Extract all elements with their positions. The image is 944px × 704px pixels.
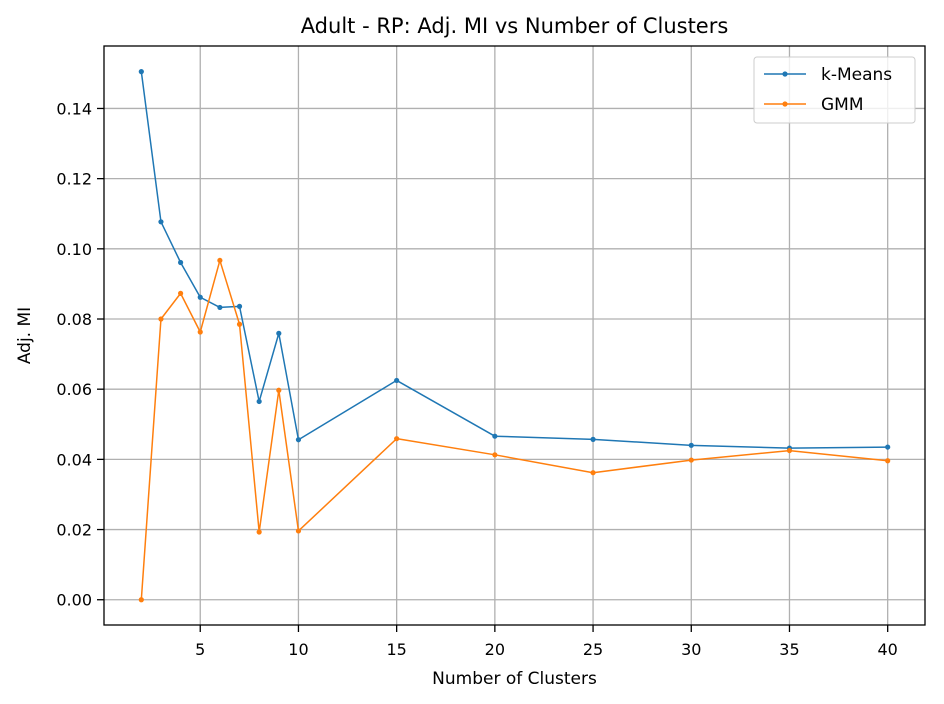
data-point-gmm: [786, 447, 793, 454]
plot-area: [104, 46, 925, 625]
series-layer: [138, 69, 891, 603]
data-point-gmm: [295, 528, 302, 534]
data-point-gmm: [394, 436, 400, 442]
x-tick-label: 5: [195, 640, 205, 659]
y-tick-label: 0.02: [56, 521, 92, 540]
y-axis-ticks: 0.00 0.02 0.04 0.06 0.08 0.10 0.12 0.14: [56, 99, 104, 610]
y-tick-label: 0.06: [56, 380, 92, 399]
data-point-k-means: [236, 303, 243, 309]
y-tick-label: 0.10: [56, 240, 92, 259]
plot-frame: [103, 45, 926, 626]
data-point-gmm: [492, 452, 498, 458]
x-tick-label: 30: [681, 640, 701, 659]
data-point-k-means: [197, 294, 203, 300]
data-point-k-means: [492, 433, 498, 439]
x-tick-label: 10: [288, 640, 308, 659]
y-tick-label: 0.04: [56, 450, 92, 469]
chart-title: Adult - RP: Adj. MI vs Number of Cluster…: [301, 14, 729, 38]
data-point-gmm: [236, 321, 243, 327]
data-point-k-means: [217, 304, 223, 311]
data-point-k-means: [885, 444, 891, 450]
y-tick-label: 0.00: [56, 591, 92, 610]
y-axis-label: Adj. MI: [15, 307, 35, 364]
data-point-gmm: [885, 458, 891, 464]
data-point-k-means: [295, 437, 302, 443]
data-point-gmm: [197, 329, 203, 335]
x-tick-label: 35: [779, 640, 799, 659]
data-point-gmm: [138, 597, 144, 603]
y-tick-label: 0.12: [56, 170, 92, 189]
data-point-k-means: [276, 330, 282, 336]
data-point-k-means: [138, 69, 144, 75]
data-point-k-means: [158, 219, 164, 225]
x-tick-label: 40: [878, 640, 898, 659]
y-tick-label: 0.14: [56, 99, 92, 118]
data-point-k-means: [590, 436, 596, 442]
x-tick-label: 25: [583, 640, 603, 659]
data-point-k-means: [394, 377, 400, 384]
legend-marker-k-means: [782, 71, 788, 77]
legend-marker-gmm: [782, 101, 788, 107]
data-point-gmm: [256, 529, 262, 535]
data-point-k-means: [178, 259, 184, 266]
data-point-gmm: [217, 257, 223, 264]
grid: [104, 46, 925, 625]
data-point-k-means: [688, 442, 694, 448]
x-axis-ticks: 5 10 15 20 25 30 35 40: [195, 625, 898, 659]
legend-label-gmm: GMM: [821, 95, 864, 115]
legend-label-k-means: k-Means: [821, 65, 892, 85]
data-point-k-means: [256, 398, 262, 405]
y-tick-label: 0.08: [56, 310, 92, 329]
x-tick-label: 20: [485, 640, 505, 659]
data-point-gmm: [276, 387, 282, 393]
legend: k-Means GMM: [753, 56, 916, 124]
x-axis-label: Number of Clusters: [432, 669, 597, 689]
data-point-gmm: [688, 457, 694, 463]
data-point-gmm: [590, 470, 596, 476]
x-tick-label: 15: [386, 640, 406, 659]
data-point-gmm: [158, 316, 164, 322]
data-point-gmm: [178, 290, 184, 296]
